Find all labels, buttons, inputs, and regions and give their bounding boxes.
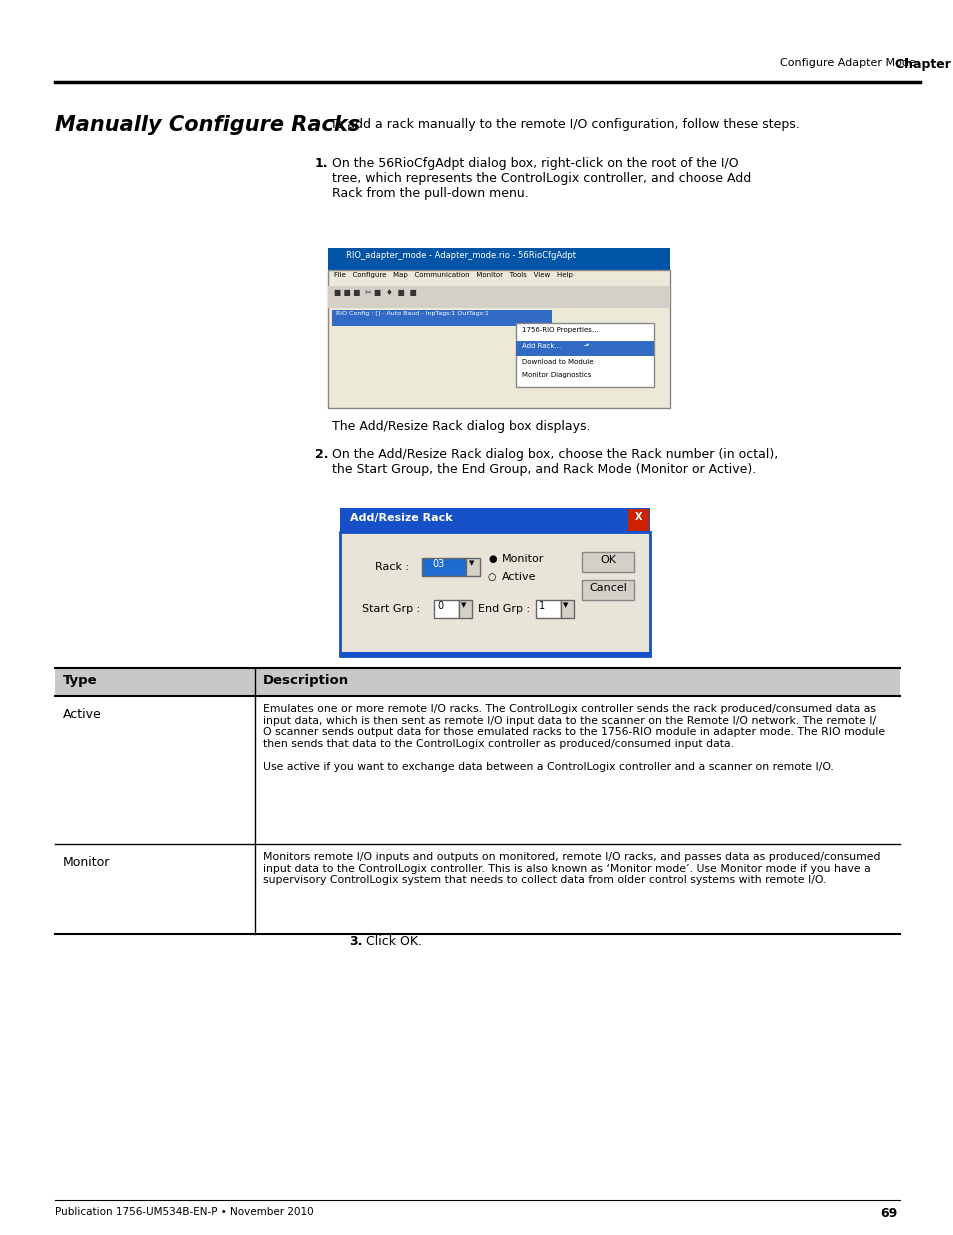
- Bar: [516, 324, 654, 387]
- Text: Monitors remote I/O inputs and outputs on monitored, remote I/O racks, and passe: Monitors remote I/O inputs and outputs o…: [263, 852, 880, 885]
- Text: Cancel: Cancel: [588, 583, 626, 593]
- Bar: [516, 341, 654, 356]
- Text: 1.: 1.: [314, 157, 328, 170]
- Bar: [560, 600, 574, 618]
- Bar: [332, 310, 552, 326]
- Text: Type: Type: [63, 674, 97, 687]
- Text: ▼: ▼: [469, 559, 474, 566]
- Text: On the 56RioCfgAdpt dialog box, right-click on the root of the I/O
tree, which r: On the 56RioCfgAdpt dialog box, right-cl…: [332, 157, 750, 200]
- Text: X: X: [635, 513, 641, 522]
- Bar: [458, 600, 472, 618]
- Text: On the Add/Resize Rack dialog box, choose the Rack number (in octal),
the Start : On the Add/Resize Rack dialog box, choos…: [332, 448, 778, 475]
- Bar: [581, 552, 634, 572]
- Bar: [581, 580, 634, 600]
- Text: Active: Active: [63, 708, 102, 721]
- Bar: [434, 600, 458, 618]
- Text: End Grp :: End Grp :: [477, 604, 530, 614]
- Text: Rack :: Rack :: [375, 562, 409, 572]
- Bar: [465, 558, 479, 576]
- Text: Monitor Diagnostics: Monitor Diagnostics: [521, 372, 591, 378]
- Bar: [339, 652, 649, 656]
- Text: 3.: 3.: [349, 935, 362, 948]
- Text: 03: 03: [432, 559, 444, 569]
- Text: Chapter 3: Chapter 3: [894, 58, 953, 70]
- Text: ○: ○: [488, 572, 496, 582]
- Bar: [339, 532, 649, 656]
- Text: 0: 0: [436, 601, 442, 611]
- Text: Manually Configure Racks: Manually Configure Racks: [55, 115, 359, 135]
- Text: Configure Adapter Mode: Configure Adapter Mode: [780, 58, 915, 68]
- Text: 69: 69: [880, 1207, 897, 1220]
- Text: ●: ●: [488, 555, 496, 564]
- Text: The Add/Resize Rack dialog box displays.: The Add/Resize Rack dialog box displays.: [332, 420, 590, 433]
- Bar: [536, 600, 560, 618]
- Text: ▼: ▼: [460, 601, 466, 608]
- Text: Add/Resize Rack: Add/Resize Rack: [350, 513, 452, 522]
- Text: 2.: 2.: [314, 448, 328, 461]
- Bar: [328, 248, 669, 270]
- Bar: [55, 668, 899, 697]
- Text: OK: OK: [599, 555, 616, 564]
- Bar: [328, 287, 669, 308]
- Text: Monitor: Monitor: [501, 555, 544, 564]
- Text: Description: Description: [263, 674, 349, 687]
- Text: Active: Active: [501, 572, 536, 582]
- Text: Download to Module: Download to Module: [521, 359, 593, 366]
- Text: Publication 1756-UM534B-EN-P • November 2010: Publication 1756-UM534B-EN-P • November …: [55, 1207, 314, 1216]
- Text: ▼: ▼: [562, 601, 568, 608]
- Text: Start Grp :: Start Grp :: [361, 604, 420, 614]
- Text: RIO Config : [] - Auto Baud - InpTags:1 OutTags:1: RIO Config : [] - Auto Baud - InpTags:1 …: [335, 311, 488, 316]
- Text: Emulates one or more remote I/O racks. The ControlLogix controller sends the rac: Emulates one or more remote I/O racks. T…: [263, 704, 884, 772]
- Bar: [328, 270, 669, 408]
- Text: To add a rack manually to the remote I/O configuration, follow these steps.: To add a rack manually to the remote I/O…: [330, 119, 799, 131]
- Text: ■ ■ ■  ✂ ■  ♦  ■  ■: ■ ■ ■ ✂ ■ ♦ ■ ■: [334, 288, 416, 296]
- Text: Click OK.: Click OK.: [366, 935, 421, 948]
- Bar: [627, 509, 648, 531]
- Bar: [421, 558, 465, 576]
- Text: 1756-RIO Properties...: 1756-RIO Properties...: [521, 327, 598, 333]
- Text: Monitor: Monitor: [63, 856, 111, 869]
- Text: 1: 1: [538, 601, 544, 611]
- Text: Add Rack...          ⬏: Add Rack... ⬏: [521, 343, 589, 350]
- Text: File   Configure   Map   Communication   Monitor   Tools   View   Help: File Configure Map Communication Monitor…: [334, 272, 572, 278]
- Bar: [339, 508, 649, 532]
- Text: RIO_adapter_mode - Adapter_mode.rio - 56RioCfgAdpt: RIO_adapter_mode - Adapter_mode.rio - 56…: [346, 251, 576, 261]
